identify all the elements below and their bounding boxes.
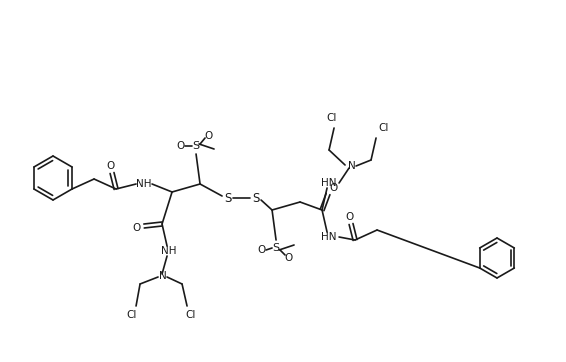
Text: S: S [272,243,280,253]
Text: O: O [257,245,265,255]
Text: S: S [192,141,200,151]
Text: O: O [284,253,292,263]
Text: O: O [345,212,353,222]
Text: Cl: Cl [186,310,196,320]
Text: O: O [106,161,114,171]
Text: S: S [224,191,231,205]
Text: N: N [159,271,167,281]
Text: NH: NH [161,246,177,256]
Text: N: N [348,161,356,171]
Text: HN: HN [321,178,337,188]
Text: Cl: Cl [379,123,389,133]
Text: S: S [252,191,260,205]
Text: HN: HN [321,232,337,242]
Text: O: O [132,223,140,233]
Text: O: O [176,141,184,151]
Text: NH: NH [136,179,152,189]
Text: O: O [204,131,212,141]
Text: O: O [329,183,337,193]
Text: Cl: Cl [327,113,337,123]
Text: Cl: Cl [127,310,137,320]
